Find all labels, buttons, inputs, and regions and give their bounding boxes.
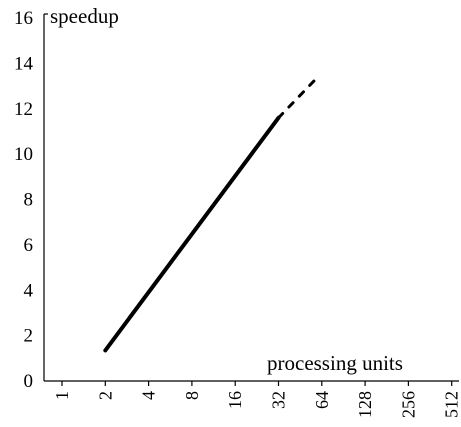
x-axis: 1 2 4 8 16 32 64 128 256 512 xyxy=(44,380,461,418)
y-tick-label: 8 xyxy=(24,190,34,211)
x-tick-label: 256 xyxy=(398,391,418,418)
x-tick-label: 8 xyxy=(182,391,202,400)
series xyxy=(103,75,320,353)
y-tick-label: 16 xyxy=(14,8,33,29)
y-tick-label: 12 xyxy=(14,99,33,120)
y-tick-label: 10 xyxy=(14,144,33,165)
speedup-line xyxy=(103,115,281,353)
speedup-extrapolation-line xyxy=(277,75,320,120)
y-tick-label: 6 xyxy=(24,235,34,256)
x-tick-label: 128 xyxy=(355,391,375,418)
x-tick-label: 1 xyxy=(52,391,72,400)
y-tick-label: 4 xyxy=(24,280,34,301)
x-tick-label: 64 xyxy=(312,391,332,409)
x-tick-label: 32 xyxy=(269,391,289,409)
y-tick-label: 0 xyxy=(24,371,34,392)
x-tick-label: 512 xyxy=(442,391,461,418)
x-tick-label: 16 xyxy=(225,391,245,409)
y-axis: 0 2 4 6 8 10 12 14 16 xyxy=(14,8,48,392)
y-tick-label: 14 xyxy=(14,53,34,74)
x-tick-label: 4 xyxy=(139,391,159,400)
y-axis-label: speedup xyxy=(50,4,119,28)
x-axis-label: processing units xyxy=(267,351,403,375)
y-tick-label: 2 xyxy=(24,326,34,347)
x-tick-label: 2 xyxy=(95,391,115,400)
